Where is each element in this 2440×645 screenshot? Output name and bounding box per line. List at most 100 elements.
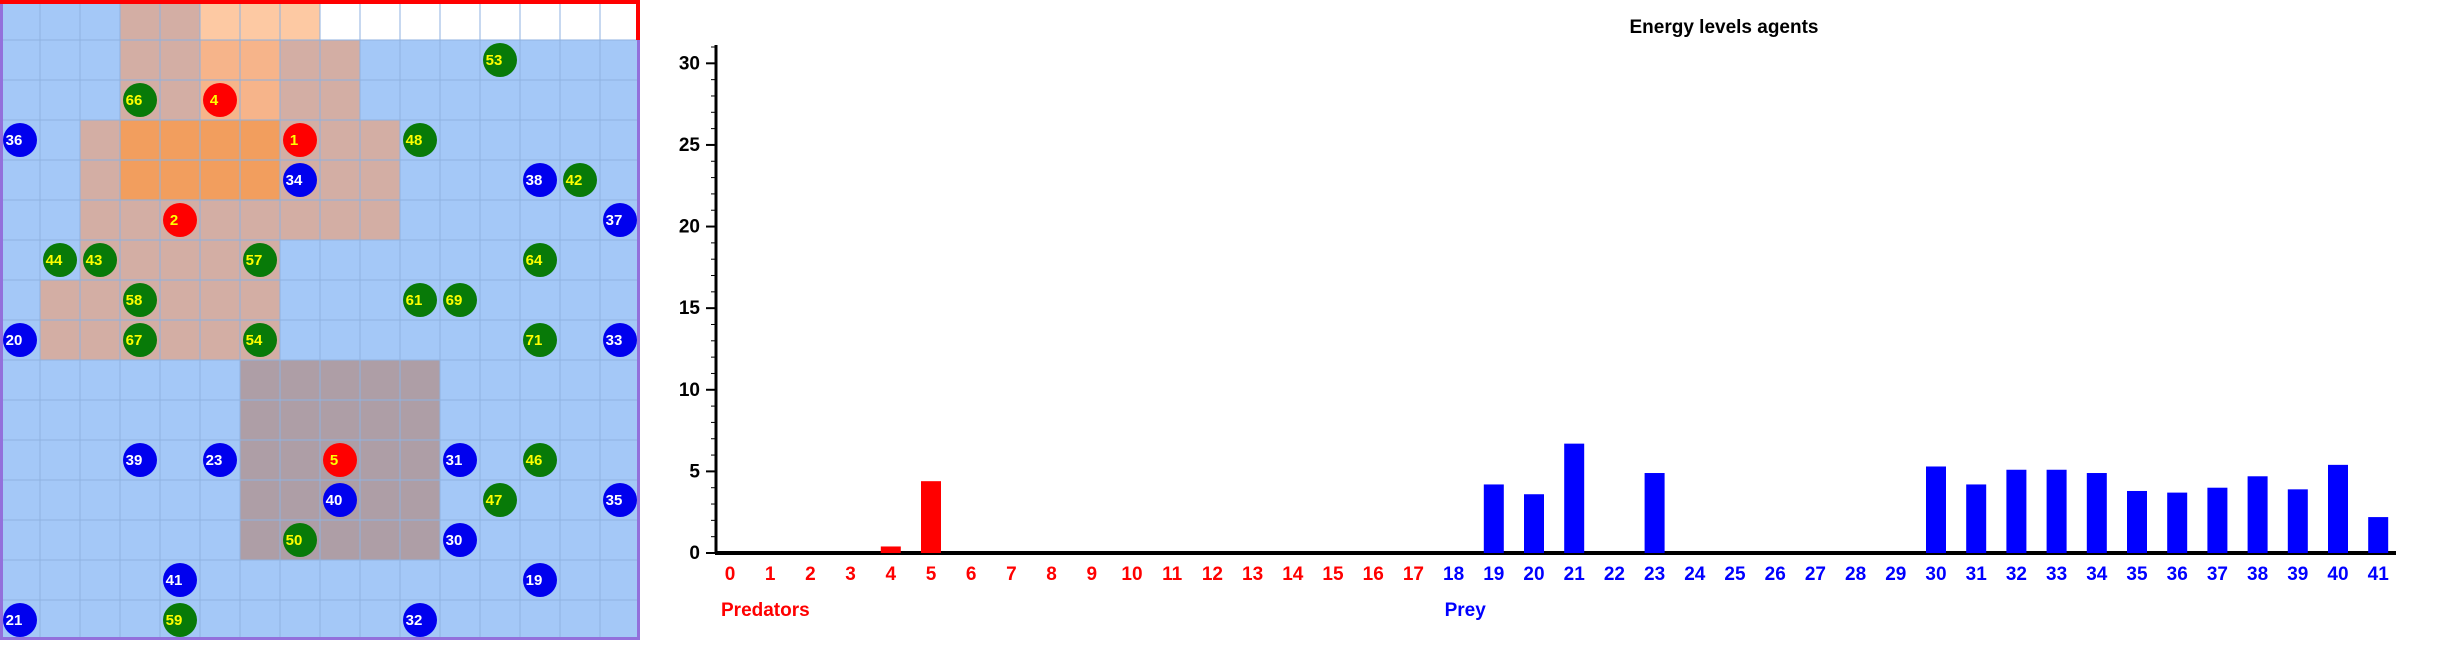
prey-agent: 38 bbox=[523, 163, 557, 197]
agent-label: 30 bbox=[446, 532, 463, 549]
grid-cell bbox=[599, 439, 641, 481]
prey-agent-circle bbox=[603, 203, 637, 237]
prey-agent: 35 bbox=[603, 483, 637, 517]
grid-cell bbox=[479, 119, 521, 161]
energy-bar bbox=[2287, 489, 2308, 553]
grid-cell bbox=[279, 199, 321, 241]
grid-cell bbox=[119, 479, 161, 521]
plant-agent-circle bbox=[523, 323, 557, 357]
grid-cell bbox=[519, 279, 561, 321]
grid-cell bbox=[599, 359, 641, 401]
plant-agent-circle bbox=[443, 283, 477, 317]
x-tick-label: 14 bbox=[1282, 564, 1304, 585]
x-tick-label: 39 bbox=[2287, 564, 2308, 585]
grid-cell bbox=[519, 519, 561, 561]
plant-agent-circle bbox=[123, 323, 157, 357]
plant-agent-circle bbox=[523, 243, 557, 277]
x-tick-label: 22 bbox=[1604, 564, 1625, 585]
grid-cell bbox=[559, 599, 601, 641]
grid-cell bbox=[279, 599, 321, 641]
grid-cell bbox=[279, 79, 321, 121]
plant-agent-circle bbox=[163, 603, 197, 637]
grid-cell bbox=[319, 279, 361, 321]
grid-cell bbox=[239, 199, 281, 241]
grid-cell bbox=[159, 0, 201, 41]
agent-label: 43 bbox=[86, 252, 103, 269]
y-tick-label: 0 bbox=[689, 543, 700, 564]
grid-cell bbox=[479, 599, 521, 641]
group-label: Predators bbox=[721, 600, 810, 621]
energy-bar bbox=[2328, 464, 2348, 553]
grid-cell bbox=[479, 319, 521, 361]
grid-cell bbox=[0, 199, 41, 241]
grid-cell bbox=[199, 39, 241, 81]
grid-cell bbox=[79, 439, 121, 481]
grid-cell bbox=[159, 399, 201, 441]
grid-cell bbox=[559, 399, 601, 441]
grid-cell bbox=[199, 159, 241, 201]
grid-cell bbox=[0, 479, 41, 521]
grid-cell bbox=[159, 159, 201, 201]
agent-label: 48 bbox=[406, 132, 423, 149]
x-tick-label: 21 bbox=[1564, 564, 1586, 585]
grid-cell bbox=[239, 359, 281, 401]
grid-cell bbox=[319, 519, 361, 561]
grid-cell bbox=[479, 559, 521, 601]
x-tick-label: 4 bbox=[886, 564, 897, 585]
grid-cell bbox=[599, 79, 641, 121]
agent-label: 71 bbox=[526, 332, 543, 349]
grid-cell bbox=[79, 399, 121, 441]
energy-bar bbox=[2207, 487, 2228, 553]
grid-cell bbox=[599, 559, 641, 601]
grid-cell bbox=[599, 519, 641, 561]
grid-cell bbox=[159, 119, 201, 161]
grid-cell bbox=[479, 279, 521, 321]
prey-agent-circle bbox=[123, 443, 157, 477]
grid-cell bbox=[79, 199, 121, 241]
agent-label: 41 bbox=[166, 572, 183, 589]
grid-cell bbox=[79, 519, 121, 561]
y-tick-label: 25 bbox=[679, 135, 701, 156]
grid-cell bbox=[359, 399, 401, 441]
grid-cell bbox=[399, 519, 441, 561]
grid-cell bbox=[79, 159, 121, 201]
grid-cell bbox=[359, 119, 401, 161]
grid-cell bbox=[359, 199, 401, 241]
grid-cell bbox=[599, 399, 641, 441]
grid-cell bbox=[79, 359, 121, 401]
grid-cell bbox=[559, 79, 601, 121]
agent-label: 19 bbox=[526, 572, 543, 589]
grid-cell bbox=[39, 319, 81, 361]
plant-agent: 44 bbox=[43, 243, 77, 277]
grid-cell bbox=[359, 159, 401, 201]
x-tick-label: 6 bbox=[966, 564, 977, 585]
x-tick-label: 26 bbox=[1765, 564, 1786, 585]
grid-cell bbox=[479, 159, 521, 201]
agent-label: 40 bbox=[326, 492, 343, 509]
grid-cell bbox=[399, 159, 441, 201]
grid-cell bbox=[559, 199, 601, 241]
agent-label: 50 bbox=[286, 532, 303, 549]
grid-cell bbox=[319, 599, 361, 641]
agent-label: 32 bbox=[406, 612, 423, 629]
prey-agent: 33 bbox=[603, 323, 637, 357]
grid-cell bbox=[519, 39, 561, 81]
x-tick-label: 1 bbox=[765, 564, 776, 585]
grid-cell bbox=[199, 599, 241, 641]
energy-bar bbox=[1564, 443, 1585, 553]
x-tick-label: 17 bbox=[1403, 564, 1424, 585]
agent-label: 61 bbox=[406, 292, 423, 309]
prey-agent-circle bbox=[203, 443, 237, 477]
grid-cell bbox=[0, 399, 41, 441]
prey-agent: 40 bbox=[323, 483, 357, 517]
agent-label: 47 bbox=[486, 492, 503, 509]
agent-label: 20 bbox=[6, 332, 23, 349]
grid-cell bbox=[279, 399, 321, 441]
grid-cell bbox=[279, 39, 321, 81]
grid-cell bbox=[199, 199, 241, 241]
grid-cell bbox=[119, 0, 161, 41]
agent-label: 46 bbox=[526, 452, 543, 469]
grid-cell bbox=[479, 199, 521, 241]
grid-cell bbox=[439, 479, 481, 521]
